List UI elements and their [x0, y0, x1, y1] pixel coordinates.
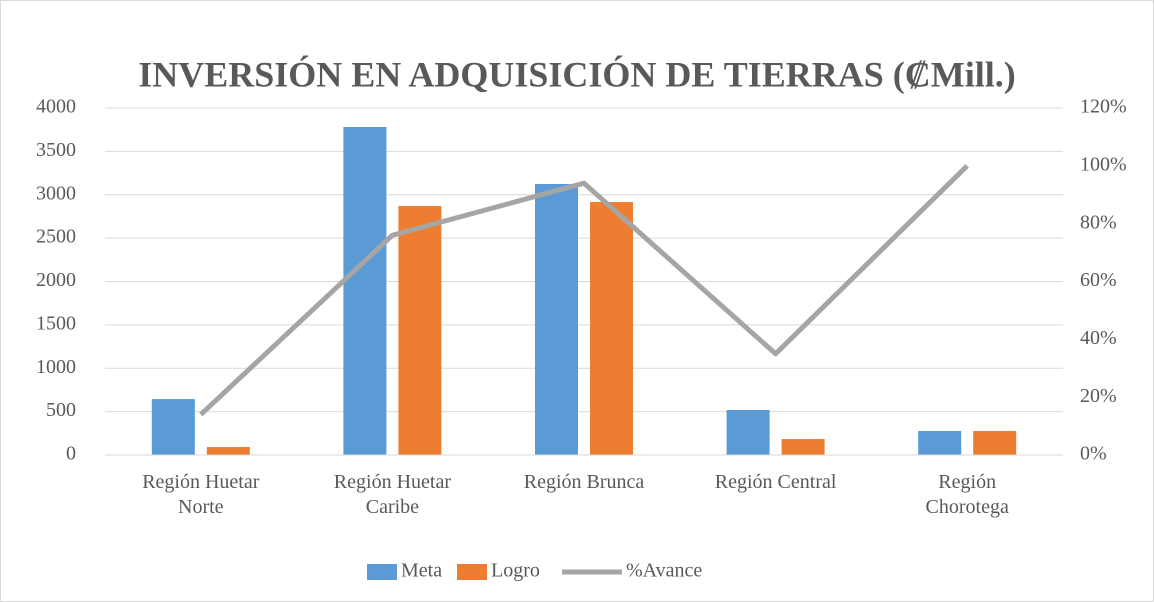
bar	[206, 447, 250, 455]
y2-tick-label: 60%	[1080, 269, 1117, 291]
bar	[726, 409, 770, 455]
y-tick-label: 2000	[36, 269, 76, 291]
y-tick-label: 500	[46, 399, 76, 421]
bar	[918, 430, 962, 455]
bar	[781, 439, 825, 455]
y-tick-label: 3500	[36, 139, 76, 161]
bar	[590, 202, 633, 455]
y2-tick-label: 40%	[1080, 327, 1117, 349]
x-tick-label: Región Chorotega	[925, 471, 1009, 518]
y2-tick-label: 100%	[1080, 153, 1127, 175]
legend-label: Logro	[491, 560, 540, 582]
legend-swatch	[457, 564, 487, 580]
y-tick-label: 1500	[36, 312, 76, 334]
bar	[535, 183, 578, 456]
y2-tick-label: 80%	[1080, 211, 1117, 233]
bar	[398, 206, 442, 455]
x-tick-label: Región Brunca	[523, 471, 645, 493]
x-tick-label: Región Central	[714, 471, 837, 493]
y-tick-label: 1000	[36, 356, 76, 378]
x-tick-label: Región Huetar Caribe	[333, 471, 451, 518]
x-tick-label: Región Huetar Norte	[142, 471, 260, 518]
bar	[343, 126, 387, 455]
legend-label: %Avance	[626, 560, 702, 582]
legend-label: Meta	[401, 560, 442, 582]
y2-tick-label: 120%	[1080, 96, 1127, 118]
y-tick-label: 3000	[36, 182, 76, 204]
chart-title: INVERSIÓN EN ADQUISICIÓN DE TIERRAS (₡Mi…	[138, 54, 1015, 94]
bar	[973, 430, 1017, 455]
y-tick-label: 2500	[36, 226, 76, 248]
y2-tick-label: 20%	[1080, 385, 1117, 407]
bar	[151, 399, 195, 455]
y2-tick-label: 0%	[1080, 443, 1107, 465]
y-tick-label: 0	[66, 443, 76, 465]
y-tick-label: 4000	[36, 96, 76, 118]
legend-swatch	[367, 564, 397, 580]
line	[199, 164, 969, 417]
